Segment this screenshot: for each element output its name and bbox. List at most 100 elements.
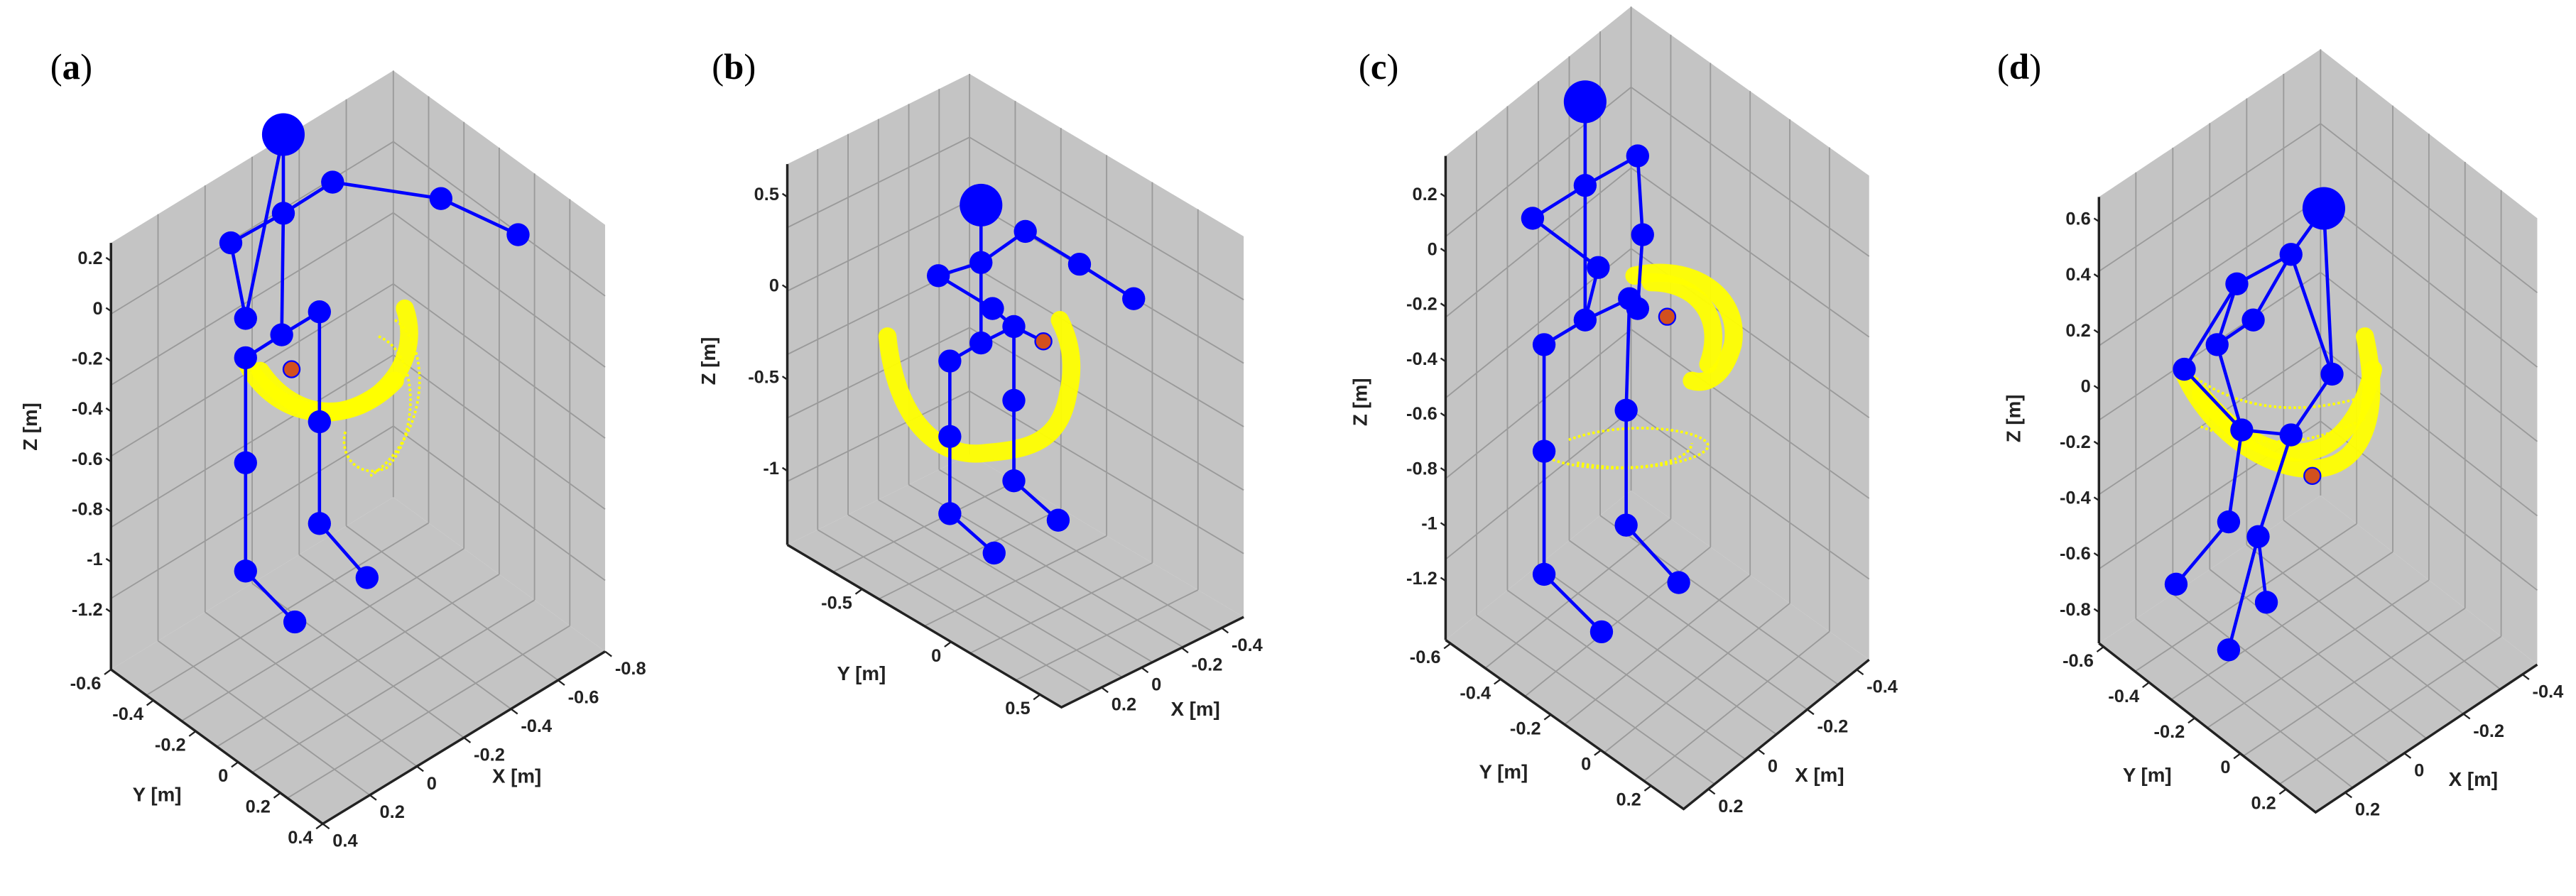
z-tick-label: -1.2 [1406, 569, 1438, 589]
z-tick-label: 0.2 [2065, 321, 2090, 341]
trajectory-band [1625, 263, 1743, 391]
hand-marker [2303, 466, 2322, 486]
trajectory-loop [342, 335, 412, 473]
z-tick-label: -1 [87, 550, 103, 569]
x-axis-label: X [m] [1170, 698, 1219, 720]
skeleton-joint [2217, 638, 2241, 662]
skeleton-joint [1589, 620, 1614, 644]
x-tick-label: -0.6 [568, 687, 599, 707]
skeleton-joint [2205, 333, 2229, 356]
y-tick-label: -0.6 [1410, 648, 1441, 667]
y-axis-label: Y [m] [837, 662, 886, 684]
wall-gridline [2320, 123, 2538, 293]
x-tick [1181, 647, 1189, 654]
x-axis-label: X [m] [1795, 764, 1844, 786]
z-tick-label: 0.5 [754, 185, 779, 204]
skeleton-joint [2173, 357, 2196, 381]
panel-label: (d) [1997, 47, 2041, 87]
hand-marker [1034, 332, 1053, 351]
panel-label: (c) [1359, 47, 1398, 87]
skeleton-joint [2320, 362, 2344, 386]
panel-b: 0.5 0 -0.5 -1 -0.5 0 0.5 0.2 0 -0.2 -0.4 Z [m] Y [m]… [697, 47, 1263, 720]
x-tick-label: -0.4 [521, 716, 552, 736]
skeleton-bone [2322, 208, 2334, 375]
skeleton-head [2302, 187, 2346, 230]
skeleton-head [261, 113, 305, 156]
y-tick-label: -0.4 [112, 704, 143, 724]
skeleton-bone [2256, 434, 2293, 537]
trajectory-band [2191, 360, 2383, 462]
x-tick [2403, 752, 2412, 759]
skeleton-bone [2175, 520, 2230, 586]
y-tick-label: 0.4 [288, 828, 313, 848]
skeleton-joint [1013, 219, 1037, 244]
z-tick [1440, 192, 1447, 198]
skeleton-bone [2183, 283, 2239, 371]
z-tick [1440, 522, 1447, 527]
y-tick [231, 761, 239, 768]
x-tick-label: 0 [1768, 757, 1778, 777]
skeleton-bone [2215, 344, 2244, 431]
skeleton-head [960, 183, 1003, 226]
panel-a: 0.20-0.2-0.4-0.6-0.8-1-1.2-0.6-0.4-0.200… [19, 47, 646, 851]
x-tick [1141, 667, 1149, 674]
skeleton-joint [1587, 256, 1610, 279]
y-tick [188, 731, 197, 737]
y-tick-label: 0 [1581, 755, 1591, 775]
z-tick-label: -0.4 [72, 399, 103, 419]
skeleton-joint [969, 331, 993, 355]
skeleton-joint [2164, 572, 2188, 596]
x-tick [2344, 792, 2352, 799]
z-tick-label: -1 [1421, 514, 1438, 534]
x-tick [322, 823, 330, 830]
z-tick-label: 0.6 [2065, 209, 2090, 229]
floor-gridline [1643, 630, 1830, 782]
y-tick-label: -0.6 [70, 674, 102, 694]
z-tick [781, 192, 788, 198]
skeleton-joint [1002, 315, 1026, 339]
x-tick [369, 794, 377, 801]
skeleton-joint [2241, 308, 2265, 332]
skeleton-joint [234, 307, 257, 330]
y-axis-label: Y [m] [133, 784, 182, 806]
z-tick [1440, 412, 1447, 417]
x-tick [463, 737, 472, 743]
z-tick-label: -0.4 [1406, 349, 1438, 369]
y-tick [2278, 788, 2287, 795]
skeleton-joint [938, 349, 962, 373]
skeleton-joint [1573, 174, 1597, 197]
skeleton-joint [1002, 388, 1026, 413]
z-tick-label: -0.2 [2060, 432, 2091, 452]
x-tick-label: -0.2 [1817, 717, 1849, 737]
z-tick-label: 0 [2081, 376, 2091, 396]
skeleton-bone [244, 134, 286, 319]
panel-d: 0.6 0.4 0.2 0 -0.2 -0.4 -0.6 -0.8 -0.6 -0.4 -0.2 0 0… [1997, 47, 2563, 820]
y-tick-label: 0.5 [1005, 699, 1030, 719]
skeleton-bone [2289, 373, 2334, 436]
y-tick-label: -0.4 [1460, 683, 1491, 703]
z-tick [2093, 440, 2099, 446]
z-tick [2093, 329, 2099, 334]
skeleton-bone [332, 180, 442, 200]
floor-gridline [287, 625, 570, 799]
y-tick [2188, 717, 2195, 724]
skeleton-joint [2225, 272, 2249, 296]
z-tick [105, 608, 112, 613]
z-tick [105, 256, 112, 262]
z-tick [1440, 302, 1447, 307]
y-tick [1443, 643, 1452, 650]
skeleton-joint [969, 251, 993, 274]
z-tick-label: -0.6 [72, 449, 103, 469]
skeleton-bone [2227, 430, 2244, 523]
y-tick-label: -0.2 [2154, 722, 2185, 742]
skeleton-joint [308, 410, 331, 434]
skeleton-joint [2254, 591, 2278, 614]
xy-axes [786, 543, 1244, 709]
skeleton-joint [938, 425, 962, 448]
skeleton-joint [1067, 252, 1092, 276]
z-tick [105, 557, 112, 563]
skeleton-joint [355, 566, 379, 589]
z-tick [2093, 273, 2099, 278]
skeleton-joint [2279, 243, 2303, 266]
